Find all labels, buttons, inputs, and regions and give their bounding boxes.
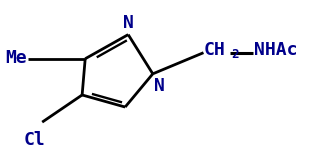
Text: 2: 2 <box>231 49 239 62</box>
Text: CH: CH <box>204 41 225 59</box>
Text: N: N <box>123 14 134 32</box>
Text: N: N <box>154 77 165 95</box>
Text: NHAc: NHAc <box>254 41 298 59</box>
Text: Cl: Cl <box>24 131 45 149</box>
Text: Me: Me <box>5 49 27 67</box>
